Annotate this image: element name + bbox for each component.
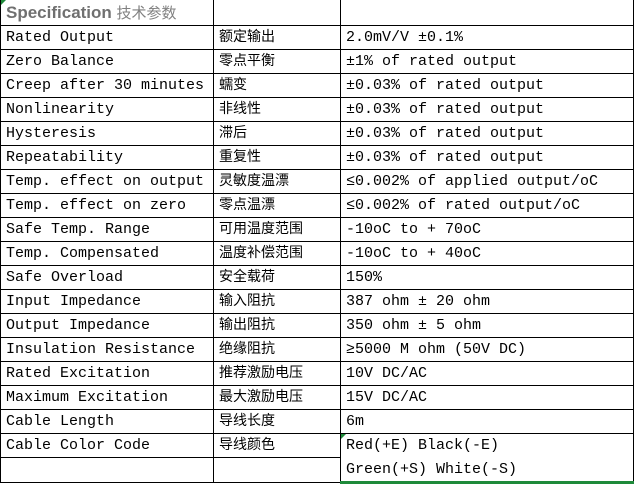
value-cell[interactable]: ≥5000 M ohm (50V DC) (340, 337, 634, 362)
value-cell[interactable]: Red(+E) Black(-E) (340, 433, 634, 458)
value-cell[interactable]: ≤0.002% of applied output/oC (340, 169, 634, 194)
value-cell[interactable]: ≤0.002% of rated output/oC (340, 193, 634, 218)
table-row: Repeatability 重复性 ±0.03% of rated output (0, 145, 634, 170)
header-row: Specification 技术参数 (0, 0, 634, 26)
table-row: Nonlinearity 非线性 ±0.03% of rated output (0, 97, 634, 122)
param-cn-cell[interactable]: 零点平衡 (213, 49, 341, 74)
param-cn-cell[interactable]: 重复性 (213, 145, 341, 170)
param-en-cell[interactable]: Maximum Excitation (0, 385, 214, 410)
table-row: Safe Temp. Range 可用温度范围 -10oC to + 70oC (0, 217, 634, 242)
table-row: Maximum Excitation 最大激励电压 15V DC/AC (0, 385, 634, 410)
table-row: Temp. Compensated 温度补偿范围 -10oC to + 40oC (0, 241, 634, 266)
value-cell[interactable]: 15V DC/AC (340, 385, 634, 410)
param-en-cell[interactable]: Hysteresis (0, 121, 214, 146)
param-cn-cell[interactable]: 输出阻抗 (213, 313, 341, 338)
param-cn-cell[interactable]: 滞后 (213, 121, 341, 146)
empty-cell[interactable] (213, 457, 341, 483)
table-row: Temp. effect on zero 零点温漂 ≤0.002% of rated… (0, 193, 634, 218)
value-cell[interactable]: ±0.03% of rated output (340, 145, 634, 170)
empty-cell[interactable] (0, 457, 214, 483)
param-en-cell[interactable]: Creep after 30 minutes (0, 73, 214, 98)
param-en-cell[interactable]: Safe Overload (0, 265, 214, 290)
param-en-cell[interactable]: Temp. effect on output (0, 169, 214, 194)
value-cell[interactable]: 350 ohm ± 5 ohm (340, 313, 634, 338)
table-row: Zero Balance 零点平衡 ±1% of rated output (0, 49, 634, 74)
param-cn-cell[interactable]: 输入阻抗 (213, 289, 341, 314)
param-cn-cell[interactable]: 导线长度 (213, 409, 341, 434)
empty-cell[interactable] (340, 0, 634, 26)
value-cell[interactable]: ±1% of rated output (340, 49, 634, 74)
table-row: Creep after 30 minutes 蠕变 ±0.03% of rated … (0, 73, 634, 98)
table-row: Output Impedance 输出阻抗 350 ohm ± 5 ohm (0, 313, 634, 338)
value-cell[interactable]: 387 ohm ± 20 ohm (340, 289, 634, 314)
param-en-cell[interactable]: Cable Length (0, 409, 214, 434)
param-cn-cell[interactable]: 零点温漂 (213, 193, 341, 218)
param-cn-cell[interactable]: 可用温度范围 (213, 217, 341, 242)
param-cn-cell[interactable]: 额定输出 (213, 25, 341, 50)
value-cell[interactable]: ±0.03% of rated output (340, 73, 634, 98)
param-cn-cell[interactable]: 导线颜色 (213, 433, 341, 458)
table-row: Hysteresis 滞后 ±0.03% of rated output (0, 121, 634, 146)
param-cn-cell[interactable]: 最大激励电压 (213, 385, 341, 410)
param-cn-cell[interactable]: 灵敏度温漂 (213, 169, 341, 194)
param-cn-cell[interactable]: 非线性 (213, 97, 341, 122)
value-cell[interactable]: ±0.03% of rated output (340, 97, 634, 122)
param-en-cell[interactable]: Safe Temp. Range (0, 217, 214, 242)
param-cn-cell[interactable]: 蠕变 (213, 73, 341, 98)
table-row: Temp. effect on output 灵敏度温漂 ≤0.002% of ap… (0, 169, 634, 194)
value-cell[interactable]: 2.0mV/V ±0.1% (340, 25, 634, 50)
table-row: Green(+S) White(-S) (0, 457, 634, 484)
param-en-cell[interactable]: Zero Balance (0, 49, 214, 74)
empty-cell[interactable] (213, 0, 341, 26)
param-en-cell[interactable]: Nonlinearity (0, 97, 214, 122)
table-row: Safe Overload 安全载荷 150% (0, 265, 634, 290)
param-en-cell[interactable]: Repeatability (0, 145, 214, 170)
param-en-cell[interactable]: Output Impedance (0, 313, 214, 338)
title-cn: 技术参数 (116, 3, 177, 22)
value-cell[interactable]: ±0.03% of rated output (340, 121, 634, 146)
param-en-cell[interactable]: Rated Output (0, 25, 214, 50)
value-cell[interactable]: 150% (340, 265, 634, 290)
value-cell[interactable]: 10V DC/AC (340, 361, 634, 386)
table-row: Cable Length 导线长度 6m (0, 409, 634, 434)
param-cn-cell[interactable]: 温度补偿范围 (213, 241, 341, 266)
table-row: Rated Excitation 推荐激励电压 10V DC/AC (0, 361, 634, 386)
value-cell[interactable]: -10oC to + 40oC (340, 241, 634, 266)
table-row: Cable Color Code 导线颜色 Red(+E) Black(-E) (0, 433, 634, 458)
param-cn-cell[interactable]: 绝缘阻抗 (213, 337, 341, 362)
param-cn-cell[interactable]: 安全载荷 (213, 265, 341, 290)
title-en: Specification (6, 2, 112, 22)
title-cell[interactable]: Specification 技术参数 (0, 0, 214, 26)
table-row: Input Impedance 输入阻抗 387 ohm ± 20 ohm (0, 289, 634, 314)
param-en-cell[interactable]: Cable Color Code (0, 433, 214, 458)
param-en-cell[interactable]: Temp. Compensated (0, 241, 214, 266)
table-row: Insulation Resistance 绝缘阻抗 ≥5000 M ohm (50… (0, 337, 634, 362)
param-en-cell[interactable]: Input Impedance (0, 289, 214, 314)
param-en-cell[interactable]: Rated Excitation (0, 361, 214, 386)
value-cell[interactable]: 6m (340, 409, 634, 434)
value-cell[interactable]: -10oC to + 70oC (340, 217, 634, 242)
value-cell[interactable]: Green(+S) White(-S) (340, 457, 634, 484)
param-en-cell[interactable]: Insulation Resistance (0, 337, 214, 362)
param-en-cell[interactable]: Temp. effect on zero (0, 193, 214, 218)
table-row: Rated Output 额定输出 2.0mV/V ±0.1% (0, 25, 634, 50)
param-cn-cell[interactable]: 推荐激励电压 (213, 361, 341, 386)
